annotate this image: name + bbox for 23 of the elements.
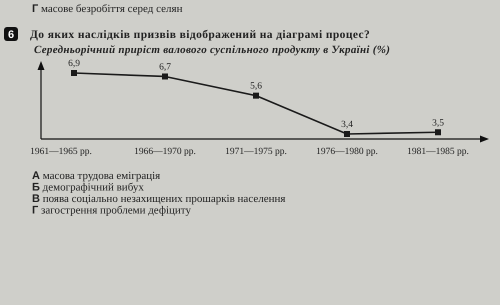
point: [253, 92, 259, 99]
data-label: 5,6: [250, 82, 262, 92]
point: [435, 129, 441, 136]
data-label: 3,5: [432, 118, 444, 128]
point: [162, 73, 168, 80]
data-label: 3,4: [341, 120, 354, 130]
text: Г загострення проблеми дефіциту: [32, 204, 192, 216]
text: Г масове безробіття серед селян: [32, 3, 183, 15]
chart-title: Середньорічний приріст валового суспільного продукту в Україні (%): [34, 44, 390, 56]
data-label: 6,7: [159, 62, 172, 72]
x-tick-label: 1976—1980 рр.: [316, 147, 378, 157]
text: А масова трудова еміграція: [32, 170, 160, 182]
data-label: 6,9: [68, 59, 80, 69]
text: 6: [8, 29, 14, 41]
x-tick-label: 1981—1985 рр.: [407, 147, 469, 157]
text: Б демографічний вибух: [32, 182, 144, 194]
text: До яких наслідків призвів відображений на діаграмі процес?: [30, 29, 370, 41]
point: [71, 70, 77, 76]
x-tick-label: 1971—1975 рр.: [225, 147, 287, 157]
x-tick-label: 1961—1965 рр.: [30, 147, 92, 157]
x-tick-label: 1966—1970 рр.: [134, 147, 196, 157]
point: [344, 131, 350, 137]
text: В поява соціально незахищених прошарків населення: [32, 193, 286, 205]
